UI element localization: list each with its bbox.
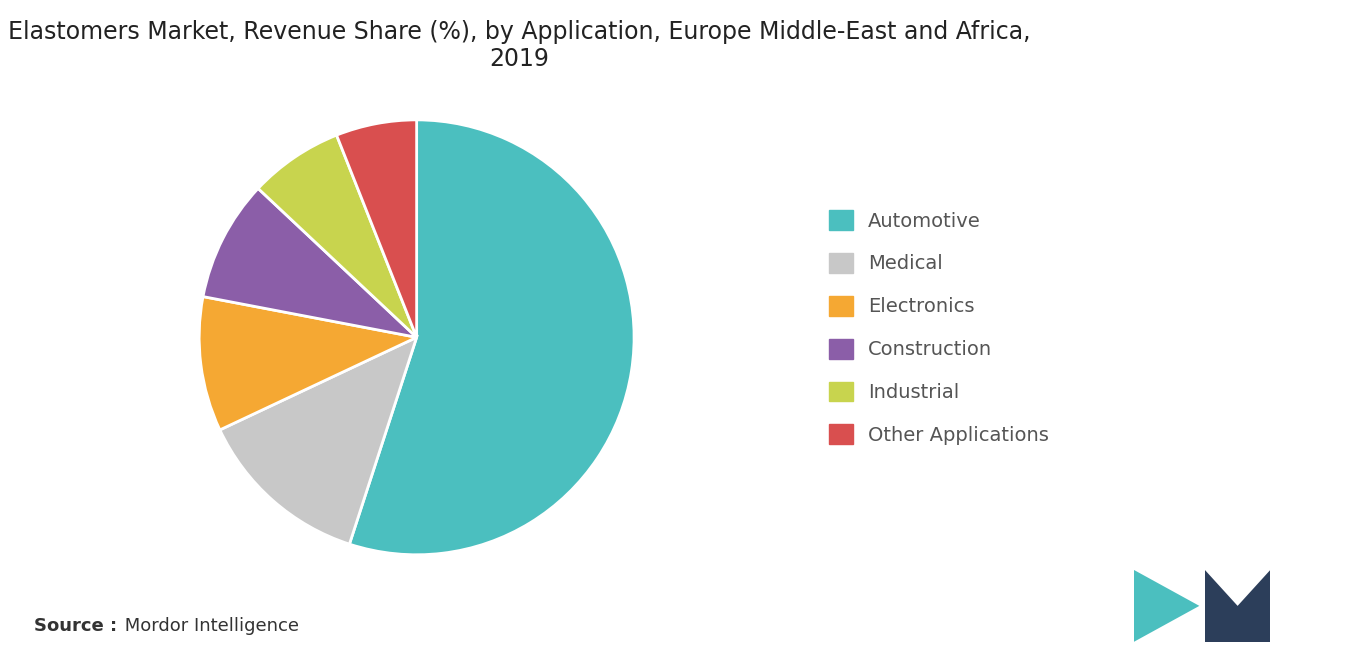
Text: Mordor Intelligence: Mordor Intelligence <box>119 618 299 635</box>
Wedge shape <box>199 297 417 430</box>
Text: Elastomers Market, Revenue Share (%), by Application, Europe Middle-East and Afr: Elastomers Market, Revenue Share (%), by… <box>8 20 1030 71</box>
Wedge shape <box>204 189 417 337</box>
Legend: Automotive, Medical, Electronics, Construction, Industrial, Other Applications: Automotive, Medical, Electronics, Constr… <box>829 210 1049 445</box>
Wedge shape <box>220 337 417 544</box>
Wedge shape <box>258 135 417 337</box>
Wedge shape <box>336 120 417 337</box>
Text: Source :: Source : <box>34 618 117 635</box>
Wedge shape <box>350 120 634 555</box>
